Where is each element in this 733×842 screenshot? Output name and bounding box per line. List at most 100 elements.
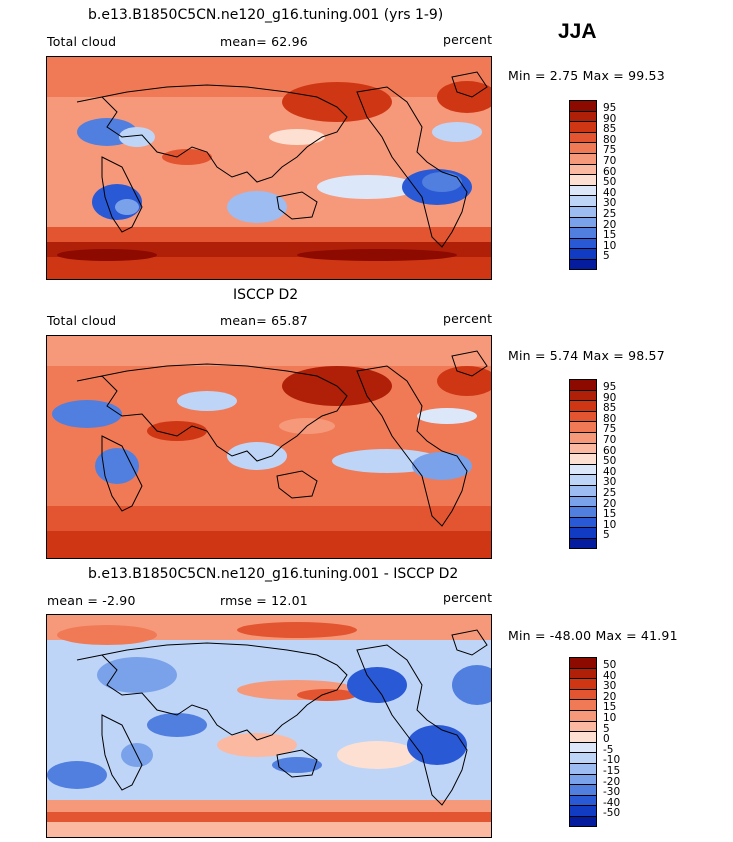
colorbar-label: -15 bbox=[603, 764, 621, 777]
colorbar-label: 50 bbox=[603, 455, 617, 468]
colorbar-label: 50 bbox=[603, 659, 617, 671]
colorbar-label: 20 bbox=[603, 497, 617, 510]
panel2-minmax: Min = 5.74 Max = 98.57 bbox=[508, 348, 665, 363]
colorbar-label: 75 bbox=[603, 144, 617, 157]
colorbar-label: 20 bbox=[603, 218, 617, 231]
panel1-minmax: Min = 2.75 Max = 99.53 bbox=[508, 68, 665, 83]
panel3-mean: mean = -2.90 bbox=[47, 593, 136, 608]
colorbar-swatch bbox=[569, 474, 597, 485]
colorbar-swatch bbox=[569, 152, 597, 164]
panel2-title: ISCCP D2 bbox=[233, 287, 299, 303]
colorbar-label: 60 bbox=[603, 444, 617, 457]
colorbar-swatch bbox=[569, 216, 597, 228]
colorbar-label: 15 bbox=[603, 701, 617, 714]
colorbar-swatch bbox=[569, 709, 597, 721]
colorbar-swatch bbox=[569, 389, 597, 401]
colorbar-swatch bbox=[569, 657, 597, 668]
colorbar-swatch bbox=[569, 463, 597, 475]
colorbar-label: -50 bbox=[603, 807, 621, 820]
colorbar-label: 90 bbox=[603, 112, 617, 125]
colorbar-label: 70 bbox=[603, 433, 617, 446]
panel2-units: percent bbox=[443, 311, 493, 326]
colorbar-label: -40 bbox=[603, 796, 621, 809]
colorbar-label: 5 bbox=[603, 250, 610, 263]
colorbar-swatch bbox=[569, 227, 597, 238]
colorbar-label: 5 bbox=[603, 722, 610, 735]
colorbar-swatch bbox=[569, 248, 597, 259]
colorbar-swatch bbox=[569, 495, 597, 507]
colorbar-label: 15 bbox=[603, 229, 617, 242]
colorbar-swatch bbox=[569, 258, 597, 270]
colorbar-swatch bbox=[569, 752, 597, 763]
colorbar-swatch bbox=[569, 195, 597, 206]
colorbar-swatch bbox=[569, 784, 597, 795]
colorbar-label: 85 bbox=[603, 402, 617, 415]
colorbar-label: -10 bbox=[603, 754, 621, 767]
colorbar-swatch bbox=[569, 794, 597, 806]
colorbar-swatch bbox=[569, 453, 597, 464]
colorbar-label: 60 bbox=[603, 165, 617, 178]
panel1-variable-label: Total cloud bbox=[47, 34, 117, 49]
panel1-map-field bbox=[47, 57, 491, 279]
colorbar-swatch bbox=[569, 410, 597, 422]
colorbar-swatch bbox=[569, 400, 597, 411]
colorbar-label: 10 bbox=[603, 711, 617, 724]
colorbar-swatch bbox=[569, 527, 597, 538]
colorbar-swatch bbox=[569, 688, 597, 700]
colorbar-label: 10 bbox=[603, 518, 617, 531]
panel3-title: b.e13.B1850C5CN.ne120_g16.tuning.001 - I… bbox=[88, 566, 459, 582]
colorbar-label: 95 bbox=[603, 381, 617, 393]
colorbar-swatch bbox=[569, 678, 597, 689]
panel1-map bbox=[46, 56, 492, 280]
colorbar-label: -30 bbox=[603, 786, 621, 799]
colorbar-swatch bbox=[569, 142, 597, 153]
season-label: JJA bbox=[558, 20, 597, 43]
colorbar-label: 30 bbox=[603, 197, 617, 210]
colorbar-label: 25 bbox=[603, 207, 617, 220]
panel1-mean: mean= 62.96 bbox=[220, 34, 308, 49]
colorbar-label: 50 bbox=[603, 176, 617, 189]
colorbar-swatch bbox=[569, 516, 597, 528]
colorbar-swatch bbox=[569, 805, 597, 816]
colorbar-swatch bbox=[569, 699, 597, 710]
colorbar-swatch bbox=[569, 121, 597, 132]
panel2-variable-label: Total cloud bbox=[47, 313, 117, 328]
colorbar-swatch bbox=[569, 205, 597, 217]
panel3-units: percent bbox=[443, 590, 493, 605]
colorbar-label: 30 bbox=[603, 680, 617, 693]
colorbar-swatch bbox=[569, 163, 597, 175]
colorbar-label: 40 bbox=[603, 669, 617, 682]
panel1-units: percent bbox=[443, 32, 493, 47]
colorbar-label: 15 bbox=[603, 508, 617, 521]
colorbar-swatch bbox=[569, 174, 597, 185]
colorbar-label: 80 bbox=[603, 133, 617, 146]
colorbar-swatch bbox=[569, 720, 597, 732]
colorbar-swatch bbox=[569, 667, 597, 679]
colorbar-label: 25 bbox=[603, 486, 617, 499]
colorbar-swatch bbox=[569, 442, 597, 454]
colorbar-swatch bbox=[569, 237, 597, 249]
colorbar-swatch bbox=[569, 506, 597, 517]
colorbar-swatch bbox=[569, 762, 597, 774]
colorbar-swatch bbox=[569, 537, 597, 549]
colorbar-label: 90 bbox=[603, 391, 617, 404]
colorbar-label: 20 bbox=[603, 690, 617, 703]
panel2-mean: mean= 65.87 bbox=[220, 313, 308, 328]
panel3-map-field bbox=[47, 615, 491, 837]
colorbar-swatch bbox=[569, 815, 597, 827]
colorbar-label: 40 bbox=[603, 186, 617, 199]
colorbar-swatch bbox=[569, 131, 597, 143]
colorbar-label: 10 bbox=[603, 239, 617, 252]
colorbar-swatch bbox=[569, 431, 597, 443]
colorbar-label: 5 bbox=[603, 529, 610, 542]
colorbar-swatch bbox=[569, 484, 597, 496]
colorbar-label: 0 bbox=[603, 733, 610, 746]
colorbar-swatch bbox=[569, 773, 597, 785]
colorbar-swatch bbox=[569, 731, 597, 742]
colorbar-swatch bbox=[569, 741, 597, 753]
colorbar-swatch bbox=[569, 421, 597, 432]
panel3-map bbox=[46, 614, 492, 838]
colorbar-label: 75 bbox=[603, 423, 617, 436]
colorbar-swatch bbox=[569, 110, 597, 122]
panel2-map bbox=[46, 335, 492, 559]
